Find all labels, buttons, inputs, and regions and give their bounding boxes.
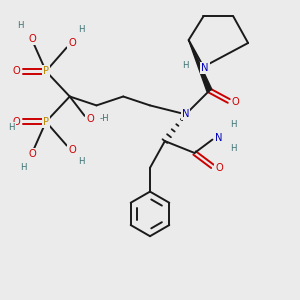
- Text: O: O: [231, 98, 239, 107]
- Text: N: N: [215, 133, 223, 143]
- Text: N: N: [201, 63, 209, 73]
- Polygon shape: [189, 40, 212, 92]
- Text: H: H: [8, 123, 15, 132]
- Text: O: O: [12, 66, 20, 76]
- Text: O: O: [215, 163, 223, 173]
- Text: P: P: [43, 117, 49, 127]
- Text: N: N: [182, 109, 189, 119]
- Text: H: H: [20, 163, 27, 172]
- Text: H: H: [231, 120, 237, 129]
- Text: P: P: [43, 66, 49, 76]
- Text: O: O: [29, 149, 37, 159]
- Text: O: O: [68, 38, 76, 48]
- Text: H: H: [78, 158, 85, 166]
- Text: -H: -H: [99, 114, 109, 123]
- Text: H: H: [231, 144, 237, 153]
- Text: O: O: [12, 117, 20, 127]
- Text: O: O: [68, 145, 76, 155]
- Text: H: H: [182, 61, 189, 70]
- Text: O: O: [29, 34, 37, 44]
- Text: O: O: [86, 114, 94, 124]
- Text: H: H: [17, 21, 24, 30]
- Text: H: H: [78, 25, 85, 34]
